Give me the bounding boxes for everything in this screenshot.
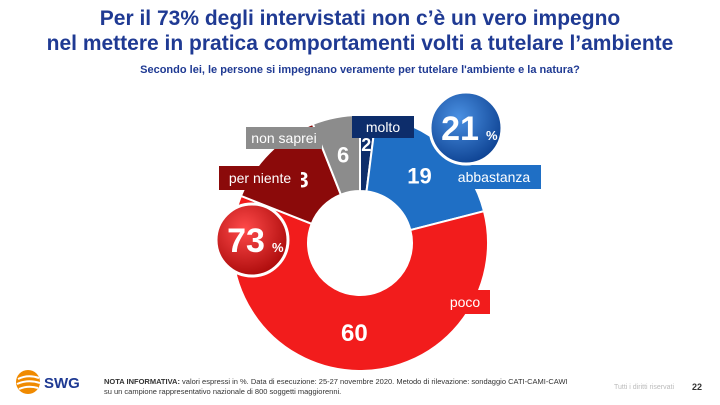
page-title: Per il 73% degli intervistati non c’è un… xyxy=(0,6,720,56)
donut-chart: 2molto19abbastanza60poco13per niente6non… xyxy=(214,90,541,370)
slice-value-abbastanza: 19 xyxy=(407,163,431,188)
slice-value-non-saprei: 6 xyxy=(337,143,349,168)
title-line-2: nel mettere in pratica comportamenti vol… xyxy=(46,32,674,55)
summary-badge-red xyxy=(214,202,290,278)
note-text: valori espressi in %. Data di esecuzione… xyxy=(104,377,568,396)
donut-slice-abbastanza xyxy=(365,114,486,232)
donut-slice-non-saprei xyxy=(311,113,361,196)
summary-badge-blue xyxy=(428,90,504,166)
category-label-abbastanza: abbastanza xyxy=(458,169,531,185)
category-label-box-abbastanza xyxy=(447,165,541,189)
page-number: 22 xyxy=(692,382,703,392)
footer-note: NOTA INFORMATIVA: valori espressi in %. … xyxy=(104,377,574,397)
category-label-box-per-niente xyxy=(219,166,301,190)
title-line-1: Per il 73% degli intervistati non c’è un… xyxy=(99,7,621,30)
category-label-box-poco xyxy=(440,290,490,314)
summary-unit-red: % xyxy=(272,240,284,255)
category-label-poco: poco xyxy=(450,294,481,310)
slice-value-molto: 2 xyxy=(361,135,371,155)
category-label-box-molto xyxy=(352,116,414,138)
category-label-molto: molto xyxy=(366,119,400,135)
note-label: NOTA INFORMATIVA: xyxy=(104,377,180,386)
rights-text: Tutti i diritti riservati xyxy=(614,384,675,391)
summary-unit-blue: % xyxy=(486,128,498,143)
slice-value-poco: 60 xyxy=(341,320,368,347)
summary-value-red: 73 xyxy=(227,222,265,260)
category-label-per-niente: per niente xyxy=(229,170,291,186)
category-label-box-non-saprei xyxy=(246,127,322,149)
chart-question: Secondo lei, le persone si impegnano ver… xyxy=(140,64,580,76)
swg-logo: SWG xyxy=(14,368,94,401)
logo-text: SWG xyxy=(44,375,80,392)
category-label-non-saprei: non saprei xyxy=(251,130,316,146)
summary-value-blue: 21 xyxy=(441,110,479,148)
